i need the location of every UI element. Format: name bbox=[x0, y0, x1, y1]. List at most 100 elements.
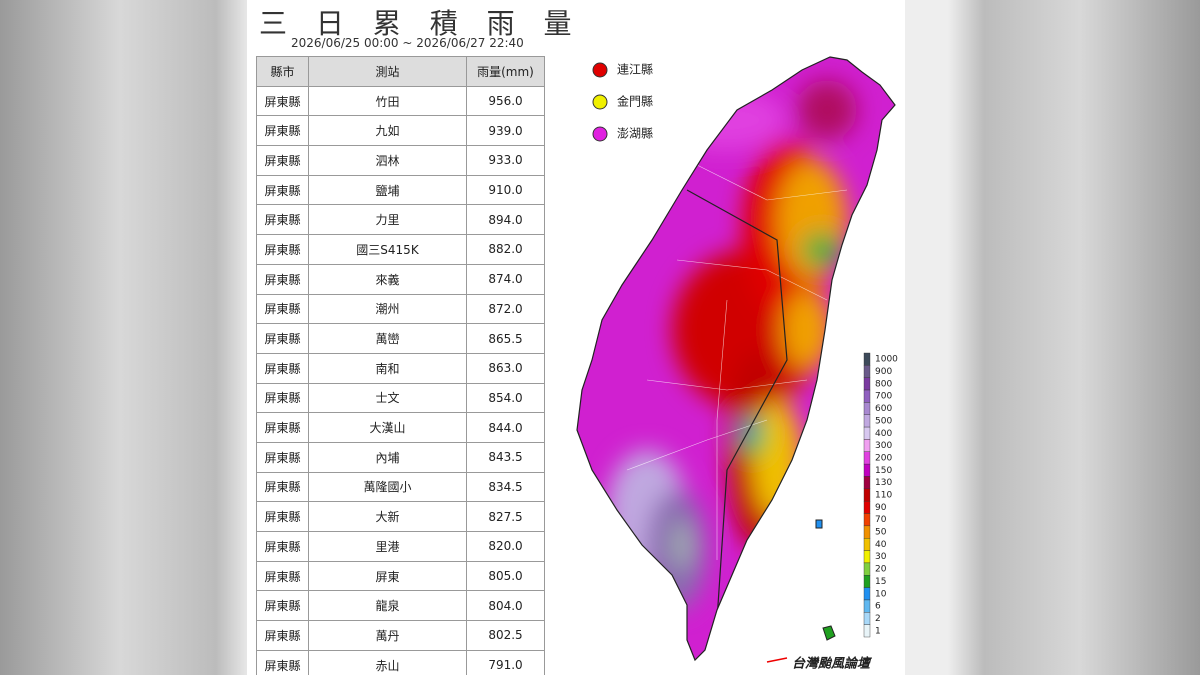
row: 屏東縣 里港 820.0 bbox=[256, 531, 545, 562]
cell: 屏東 bbox=[308, 560, 467, 592]
scale-cell bbox=[863, 587, 871, 601]
scale-cell bbox=[863, 500, 871, 514]
scale-label: 300 bbox=[875, 441, 892, 451]
cell: 竹田 bbox=[308, 85, 467, 117]
row: 屏東縣 赤山 791.0 bbox=[256, 649, 545, 675]
cell: 827.5 bbox=[466, 501, 545, 532]
cell: 874.0 bbox=[466, 263, 545, 295]
scale-cell bbox=[863, 463, 871, 477]
scale-label: 20 bbox=[875, 565, 887, 575]
legend-dot bbox=[592, 126, 608, 142]
scale-cell bbox=[863, 624, 871, 638]
scale-label: 30 bbox=[875, 552, 887, 562]
scale-label: 110 bbox=[875, 491, 892, 501]
scale-label: 150 bbox=[875, 466, 892, 476]
scale-cell bbox=[863, 439, 871, 452]
scale-label: 15 bbox=[875, 577, 886, 587]
cell: 里港 bbox=[308, 531, 467, 562]
cell: 屏東縣 bbox=[256, 85, 309, 117]
cell: 內埔 bbox=[308, 441, 467, 473]
cell: 805.0 bbox=[466, 560, 545, 592]
scale-label: 700 bbox=[875, 392, 892, 402]
row: 屏東縣 萬隆國小 834.5 bbox=[256, 471, 545, 503]
scale-label: 200 bbox=[875, 453, 892, 463]
cell: 802.5 bbox=[466, 620, 545, 651]
cell: 萬丹 bbox=[308, 620, 467, 651]
scale-label: 70 bbox=[875, 515, 887, 525]
scale-label: 1 bbox=[875, 626, 881, 636]
logo-mark bbox=[766, 657, 788, 663]
row: 屏東縣 泗林 933.0 bbox=[256, 145, 545, 176]
scale-cell bbox=[863, 599, 871, 613]
scale-label: 1000 bbox=[875, 355, 898, 365]
scale-cell bbox=[863, 538, 871, 551]
scale-label: 6 bbox=[875, 602, 881, 612]
scale-label: 10 bbox=[875, 589, 887, 599]
cell: 804.0 bbox=[466, 590, 545, 622]
row: 屏東縣 潮州 872.0 bbox=[256, 293, 545, 325]
scale-cell bbox=[863, 562, 871, 576]
legend-label: 連江縣 bbox=[617, 63, 653, 77]
cell: 九如 bbox=[308, 115, 467, 147]
cell: 大新 bbox=[308, 501, 467, 532]
cell: 屏東縣 bbox=[256, 649, 309, 675]
cell: 844.0 bbox=[466, 412, 545, 443]
scale-cell bbox=[863, 488, 871, 502]
scale-cell bbox=[863, 612, 871, 625]
column-header: 雨量(mm) bbox=[466, 56, 545, 87]
cell: 屏東縣 bbox=[256, 590, 309, 622]
cell: 屏東縣 bbox=[256, 204, 309, 236]
cell: 鹽埔 bbox=[308, 174, 467, 206]
subtitle: 2026/06/25 00:00 ~ 2026/06/27 22:40 bbox=[291, 36, 524, 50]
legend-dot bbox=[592, 94, 608, 110]
cell: 力里 bbox=[308, 204, 467, 236]
cell: 屏東縣 bbox=[256, 174, 309, 206]
scale-cell bbox=[863, 414, 871, 428]
header-row: 縣市 測站 雨量(mm) bbox=[256, 56, 545, 87]
scale-cell bbox=[863, 402, 871, 415]
legend-label: 澎湖縣 bbox=[617, 126, 653, 141]
cell: 屏東縣 bbox=[256, 531, 309, 562]
legend-dot bbox=[592, 62, 608, 78]
scale-label: 900 bbox=[875, 367, 892, 377]
cell: 龍泉 bbox=[308, 590, 467, 622]
row: 屏東縣 龍泉 804.0 bbox=[256, 590, 545, 622]
cell: 872.0 bbox=[466, 293, 545, 325]
cell: 屏東縣 bbox=[256, 115, 309, 147]
cell: 910.0 bbox=[466, 174, 545, 206]
scale-cell bbox=[863, 365, 871, 378]
scale-label: 130 bbox=[875, 478, 892, 488]
coastline bbox=[576, 56, 896, 662]
scale-label: 500 bbox=[875, 416, 892, 426]
cell: 854.0 bbox=[466, 382, 545, 414]
color-scale: 1000900800700600500400300200150130110907… bbox=[863, 352, 898, 638]
row: 屏東縣 士文 854.0 bbox=[256, 382, 545, 414]
scale-label: 600 bbox=[875, 404, 892, 414]
scale-label: 800 bbox=[875, 379, 892, 389]
scale-cell bbox=[863, 476, 871, 490]
rainfall-field bbox=[577, 57, 895, 660]
row: 屏東縣 九如 939.0 bbox=[256, 115, 545, 147]
island bbox=[822, 625, 836, 641]
cell: 潮州 bbox=[308, 293, 467, 325]
cell: 屏東縣 bbox=[256, 471, 309, 503]
cell: 南和 bbox=[308, 352, 467, 384]
row: 屏東縣 大新 827.5 bbox=[256, 501, 545, 532]
rain-table: 縣市 測站 雨量(mm) 屏東縣 竹田 956.0 屏東縣 九如 939.0 屏東縣 泗林 933.0… bbox=[256, 56, 545, 675]
scale-cell bbox=[863, 389, 871, 403]
row: 屏東縣 屏東 805.0 bbox=[256, 560, 545, 592]
cell: 屏東縣 bbox=[256, 323, 309, 354]
cell: 屏東縣 bbox=[256, 234, 309, 265]
row: 屏東縣 鹽埔 910.0 bbox=[256, 174, 545, 206]
scale-cell bbox=[863, 525, 871, 539]
title: 三 日 累 積 雨 量 bbox=[259, 7, 582, 40]
cell: 939.0 bbox=[466, 115, 545, 147]
scale-cell bbox=[863, 513, 871, 527]
row: 屏東縣 大漢山 844.0 bbox=[256, 412, 545, 443]
scale-label: 40 bbox=[875, 540, 887, 550]
cell: 820.0 bbox=[466, 531, 545, 562]
row: 屏東縣 竹田 956.0 bbox=[256, 85, 545, 117]
cell: 屏東縣 bbox=[256, 560, 309, 592]
